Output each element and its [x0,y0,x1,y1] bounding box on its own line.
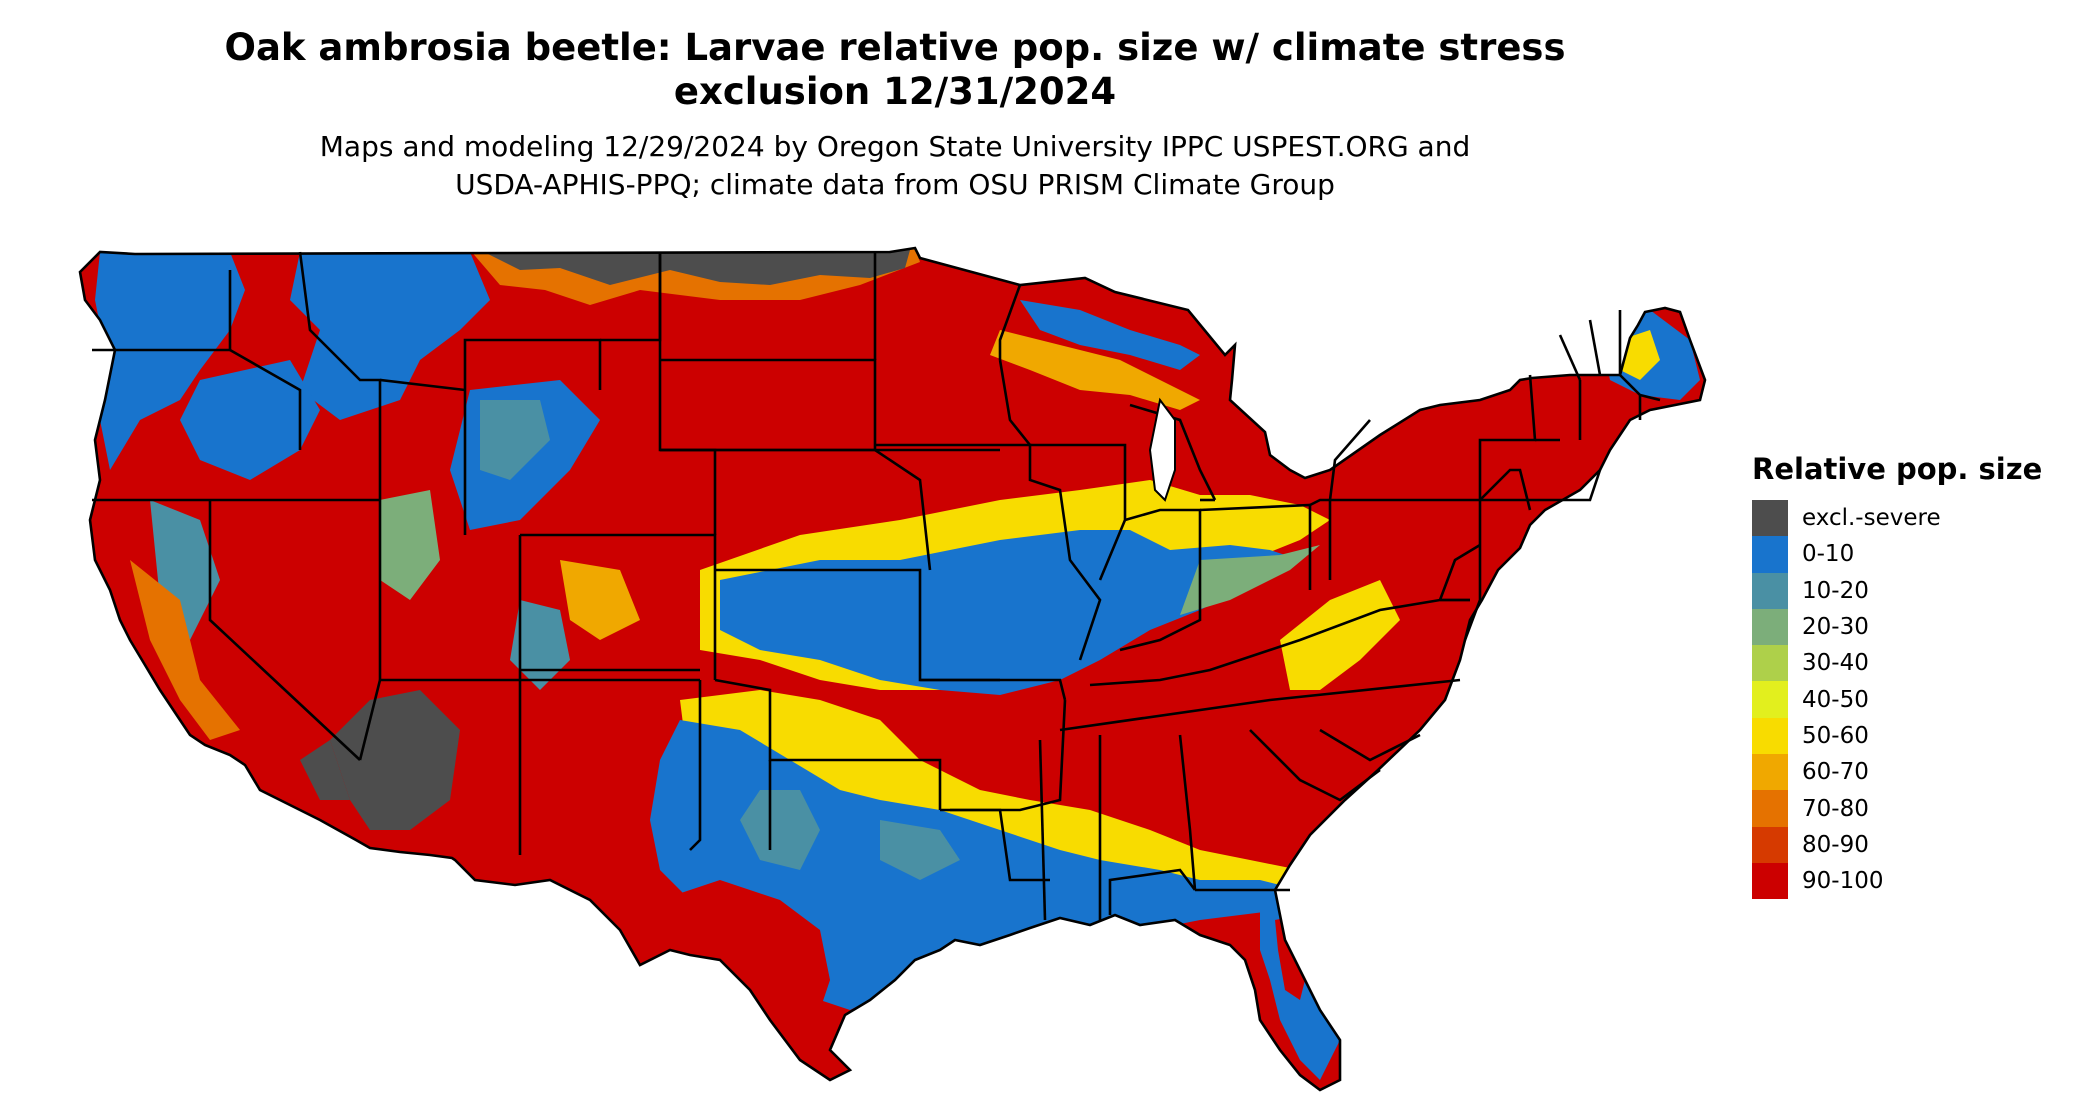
legend-swatch [1752,717,1788,755]
map-subtitle-line-1: Maps and modeling 12/29/2024 by Oregon S… [319,130,1471,163]
pop-size-raster [80,248,1705,1090]
legend-item: 30-40 [1752,645,2042,682]
map-subtitle: Maps and modeling 12/29/2024 by Oregon S… [40,128,1750,204]
legend-swatch [1752,790,1788,827]
legend-item: 90-100 [1752,862,2042,900]
map-title: Oak ambrosia beetle: Larvae relative pop… [40,26,1750,114]
map-title-line-2: exclusion 12/31/2024 [673,70,1117,113]
legend-item: 20-30 [1752,608,2042,646]
legend-item: 50-60 [1752,717,2042,755]
legend-items: excl.-severe 0-10 10-20 20-30 30-40 40-50 50-6… [1752,500,2042,900]
legend-swatch [1752,681,1788,718]
legend-item: 80-90 [1752,826,2042,863]
legend-swatch [1752,754,1788,791]
legend-label: 60-70 [1802,759,1869,786]
legend-item: 40-50 [1752,681,2042,718]
legend-item: 60-70 [1752,754,2042,791]
legend-item: 0-10 [1752,536,2042,573]
legend-label: 0-10 [1802,541,1855,568]
legend-label: 90-100 [1802,868,1884,895]
us-map [78,246,1707,1092]
map-title-line-1: Oak ambrosia beetle: Larvae relative pop… [224,26,1566,69]
state-borders [78,246,1707,1092]
legend-label: 20-30 [1802,614,1869,641]
legend-label: 40-50 [1802,686,1869,713]
lake-michigan [1148,397,1176,502]
legend-label: 80-90 [1802,831,1869,858]
legend-item: 70-80 [1752,790,2042,827]
legend-swatch [1752,645,1788,682]
legend-swatch [1752,572,1788,609]
legend-label: 10-20 [1802,577,1869,604]
legend-item: 10-20 [1752,572,2042,609]
legend-label: 70-80 [1802,795,1869,822]
legend-label: 30-40 [1802,650,1869,677]
legend-swatch [1752,536,1788,573]
legend-label: excl.-severe [1802,505,1941,532]
legend-label: 50-60 [1802,722,1869,749]
legend-swatch [1752,500,1788,537]
legend-swatch [1752,862,1788,900]
map-subtitle-line-2: USDA-APHIS-PPQ; climate data from OSU PR… [455,168,1335,201]
legend-item: excl.-severe [1752,500,2042,537]
legend-title: Relative pop. size [1752,452,2043,486]
legend: Relative pop. size excl.-severe 0-10 10-20… [1752,452,2043,900]
legend-swatch [1752,826,1788,863]
legend-swatch [1752,608,1788,646]
